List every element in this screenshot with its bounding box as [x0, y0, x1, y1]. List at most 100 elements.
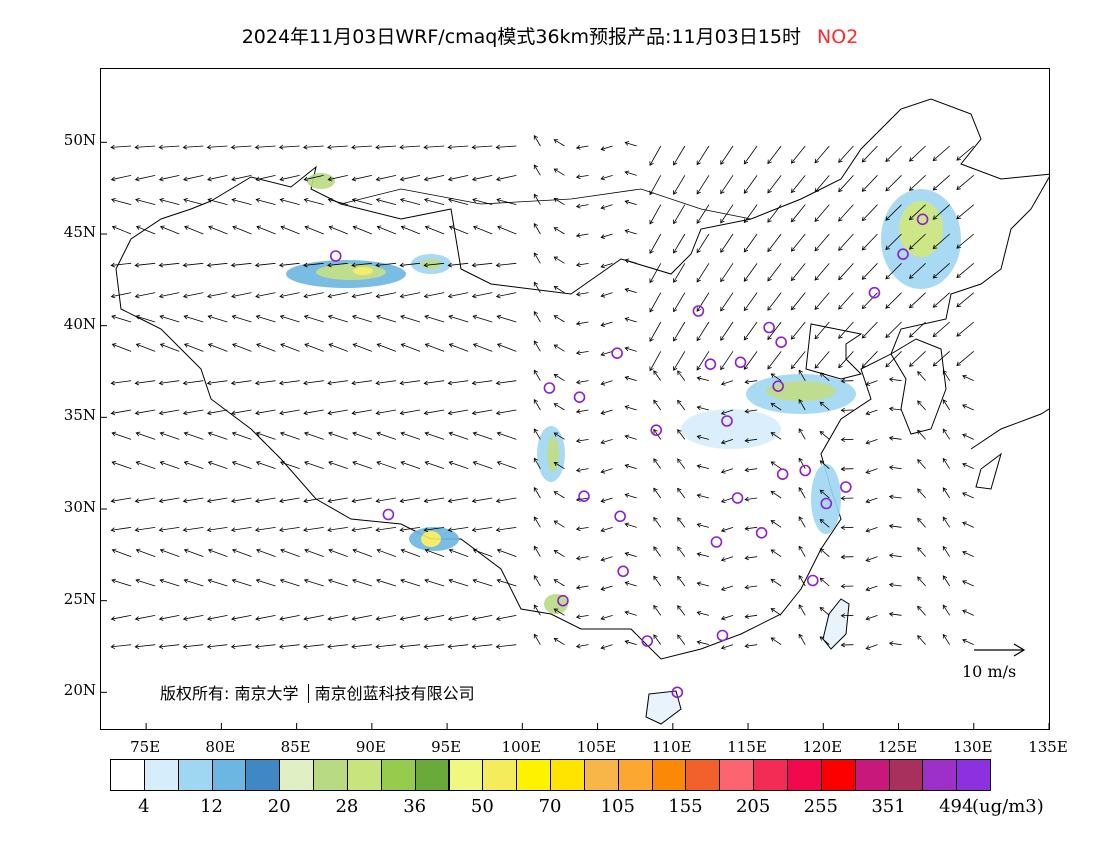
wind-vector-head	[472, 343, 478, 348]
wind-vector	[424, 644, 445, 648]
wind-vector	[424, 292, 445, 298]
wind-vector	[135, 644, 156, 648]
wind-vector	[601, 468, 613, 473]
wind-vector-head	[917, 547, 922, 552]
wind-vector	[889, 496, 902, 499]
wind-vector-head	[720, 248, 725, 253]
wind-vector	[232, 226, 252, 235]
colorbar-label: 36	[403, 796, 427, 817]
wind-vector-head	[254, 262, 260, 268]
wind-vector-head	[231, 578, 237, 584]
wind-vector	[962, 522, 974, 528]
wind-vector	[255, 497, 276, 502]
wind-vector-head	[885, 216, 890, 221]
wind-vector	[376, 526, 396, 531]
wind-vector-head	[135, 343, 141, 348]
wind-vector	[376, 644, 396, 648]
wind-vector	[554, 198, 565, 206]
colorbar-swatch	[313, 759, 348, 791]
wind-vector	[424, 199, 445, 206]
wind-vector-head	[495, 616, 501, 621]
wind-vector	[232, 315, 252, 323]
wind-vector	[770, 490, 782, 499]
wind-vector	[917, 459, 926, 469]
wind-vector-head	[770, 461, 776, 466]
wind-vector	[496, 174, 517, 181]
wind-vector	[601, 556, 613, 561]
wind-vector-head	[798, 604, 803, 609]
wind-vector	[625, 435, 637, 440]
wind-vector	[554, 462, 565, 470]
station-marker	[704, 358, 717, 370]
wind-vector	[533, 516, 541, 528]
wind-vector-head	[303, 527, 308, 533]
wind-vector	[497, 549, 517, 558]
wind-vector	[889, 525, 902, 528]
wind-vector	[425, 461, 445, 470]
wind-vector-head	[471, 144, 477, 150]
colorbar-label: 70	[538, 796, 562, 817]
wind-vector	[721, 380, 734, 385]
wind-vector	[767, 263, 782, 282]
wind-vector	[861, 292, 878, 309]
wind-vector-head	[861, 157, 867, 163]
wind-vector	[677, 576, 686, 587]
wind-vector	[814, 233, 830, 252]
wind-vector-head	[770, 520, 776, 525]
wind-vector-head	[575, 438, 581, 444]
wind-vector-head	[495, 498, 501, 504]
wind-vector	[697, 465, 710, 470]
wind-vector-head	[447, 644, 453, 649]
wind-vector	[159, 497, 180, 502]
wind-vector	[814, 292, 830, 310]
wind-vector-head	[624, 522, 630, 528]
wind-vector	[328, 199, 348, 206]
wind-vector	[207, 380, 228, 384]
wind-vector-head	[533, 281, 539, 287]
wind-vector	[696, 292, 710, 312]
station-marker	[820, 497, 833, 510]
wind-vector-head	[888, 465, 894, 470]
wind-vector-head	[677, 517, 682, 522]
wind-vector	[909, 175, 926, 191]
wind-vector-head	[533, 574, 539, 580]
taiwan-outline	[822, 598, 850, 650]
wind-vector	[917, 371, 926, 381]
wind-vector-head	[840, 583, 846, 589]
wind-vector	[866, 644, 878, 650]
wind-vector-head	[932, 274, 938, 279]
wind-vector	[159, 614, 180, 620]
wind-vector	[866, 468, 878, 474]
wind-vector-head	[399, 527, 405, 533]
wind-vector	[554, 286, 565, 294]
wind-vector	[649, 292, 662, 313]
wind-vector-head	[917, 517, 922, 523]
wind-vector-head	[303, 293, 308, 299]
wind-vector	[256, 343, 276, 352]
wind-vector	[885, 204, 902, 221]
wind-vector-head	[423, 527, 429, 533]
wind-vector-head	[909, 157, 914, 162]
wind-vector-head	[600, 322, 606, 327]
wind-vector-head	[553, 344, 559, 349]
wind-vector	[743, 263, 758, 282]
wind-vector	[496, 292, 517, 298]
wind-vector-head	[496, 578, 502, 584]
colorbar-label: 50	[470, 796, 494, 817]
wind-vector	[304, 432, 324, 440]
wind-vector-head	[375, 144, 380, 150]
wind-vector	[798, 546, 806, 557]
wind-vector	[111, 409, 132, 414]
wind-vector-head	[351, 644, 356, 649]
wind-vector	[673, 321, 686, 342]
wind-vector	[327, 526, 348, 531]
wind-vector-head	[375, 380, 380, 386]
wind-vector	[473, 549, 493, 558]
wind-vector-head	[447, 293, 453, 299]
colorbar-label: 105	[600, 796, 635, 817]
wind-vector	[625, 230, 637, 235]
wind-vector-head	[600, 410, 606, 415]
wind-vector-head	[159, 343, 165, 348]
wind-vector-head	[533, 134, 539, 140]
wind-vector	[576, 585, 589, 589]
